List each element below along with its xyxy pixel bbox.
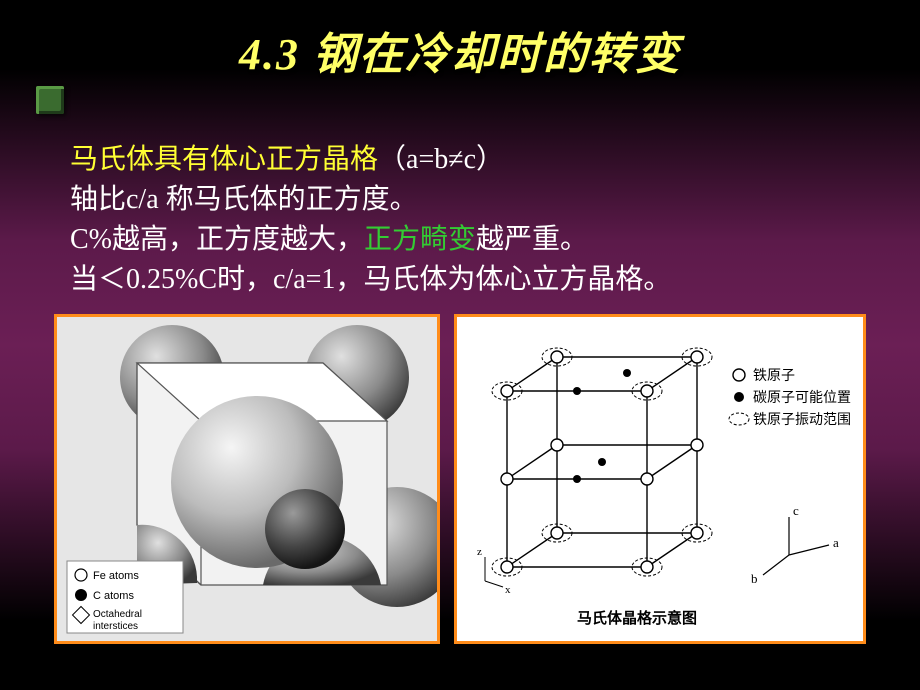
line-3: C%越高，正方度越大，正方畸变越严重。 (70, 220, 870, 260)
legend2-vib: 铁原子振动范围 (753, 411, 851, 428)
legend2-c: 碳原子可能位置 (753, 390, 851, 406)
figure-right-caption: 马氏体晶格示意图 (577, 609, 697, 627)
legend-oct-2: interstices (93, 621, 138, 632)
line-3b: 正方畸变 (364, 224, 476, 255)
line-3a: C%越高，正方度越大， (70, 224, 364, 255)
title-area: 4.3 钢在冷却时的转变 (0, 18, 920, 82)
figures-row: Fe atoms C atoms Octahedral interstices (54, 314, 874, 650)
line-2: 轴比c/a 称马氏体的正方度。 (70, 180, 870, 220)
slide-title: 4.3 钢在冷却时的转变 (0, 18, 920, 82)
body-text: 马氏体具有体心正方晶格（a=b≠c） 轴比c/a 称马氏体的正方度。 C%越高，… (70, 140, 870, 300)
axis-c: c (793, 503, 799, 518)
legend-c: C atoms (93, 590, 134, 602)
axis-z: z (477, 546, 482, 558)
line-1: 马氏体具有体心正方晶格（a=b≠c） (70, 140, 870, 180)
title-bullet-icon (36, 86, 64, 114)
legend2-fe: 铁原子 (753, 368, 795, 384)
line-1-emph: 马氏体具有体心正方晶格 (70, 144, 378, 175)
figure-left-svg: Fe atoms C atoms Octahedral interstices (57, 317, 437, 641)
legend-oct-1: Octahedral (93, 609, 142, 620)
legend-fe: Fe atoms (93, 570, 139, 582)
figure-right: 铁原子 碳原子可能位置 铁原子振动范围 c a b z x (454, 314, 866, 644)
line-3c: 越严重。 (476, 224, 588, 255)
line-1-paren: （a=b≠c） (378, 144, 504, 175)
figure-left: Fe atoms C atoms Octahedral interstices (54, 314, 440, 644)
axis-x: x (505, 584, 511, 596)
axis-a: a (833, 535, 839, 550)
axis-b: b (751, 571, 758, 586)
figure-right-svg: 铁原子 碳原子可能位置 铁原子振动范围 c a b z x (457, 317, 863, 641)
line-4: 当＜0.25%C时，c/a=1，马氏体为体心立方晶格。 (70, 260, 870, 300)
